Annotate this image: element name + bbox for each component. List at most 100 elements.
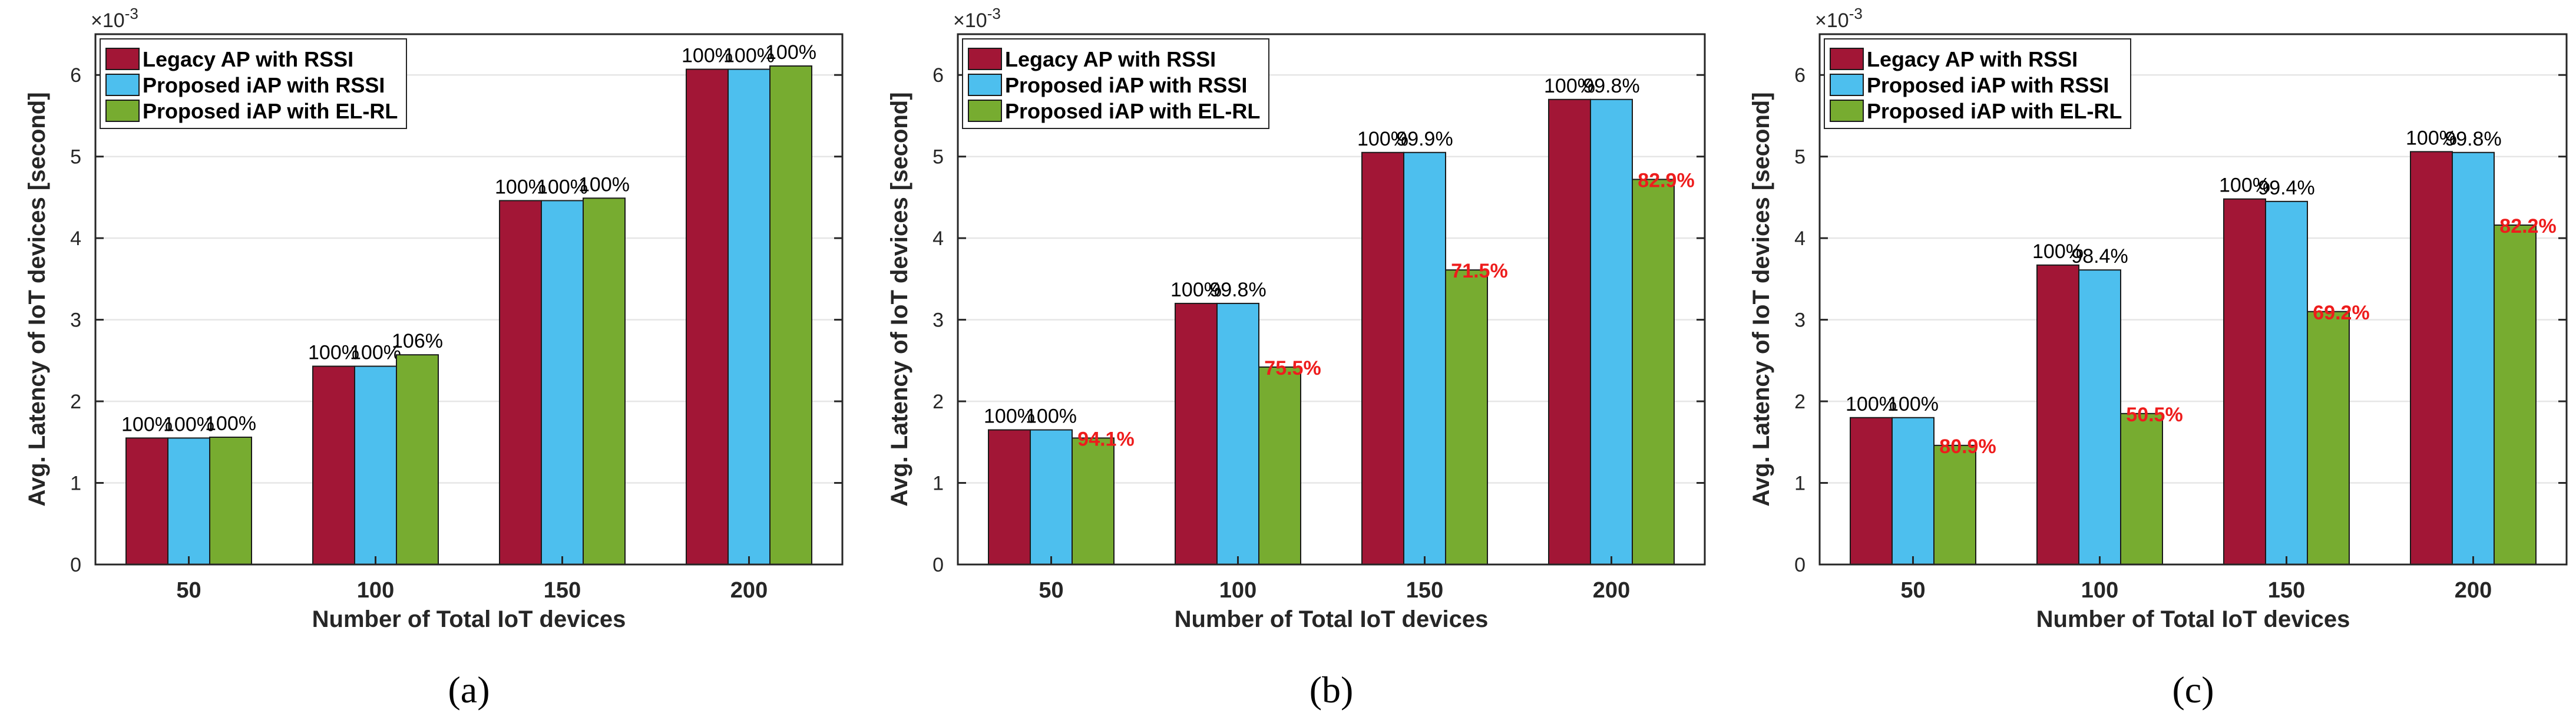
legend-box: [100, 38, 407, 129]
y-axis-title: Avg. Latency of IoT devices [second]: [1748, 92, 1774, 506]
data-label: 99.9%: [1396, 128, 1453, 150]
bar-legacy: [312, 365, 355, 565]
y-tick-label: 5: [932, 146, 944, 169]
data-label: 82.9%: [1638, 169, 1694, 192]
bar-proposed-elrl: [1632, 179, 1675, 565]
bar-proposed-elrl: [1072, 437, 1115, 566]
axes-frame: [1818, 33, 2568, 566]
y-tick-label: 5: [70, 146, 81, 169]
y-tick-label: 2: [932, 391, 944, 413]
chart-panel-2: 0123456×10-3100%100%94.1%50100%99.8%75.5…: [887, 5, 1706, 711]
y-axis-title: Avg. Latency of IoT devices [second]: [24, 92, 50, 506]
panel-caption: (b): [1310, 669, 1354, 711]
bar-proposed-rssi: [1590, 98, 1633, 565]
bar-legacy: [2223, 198, 2266, 565]
data-label: 100%: [1357, 128, 1408, 150]
data-label: 100%: [1170, 279, 1222, 301]
x-tick-label: 100: [1219, 578, 1256, 603]
legend-swatch: [968, 74, 1002, 96]
data-label: 100%: [723, 45, 775, 67]
data-label: 99.8%: [2445, 128, 2501, 150]
bar-proposed-elrl: [769, 65, 812, 565]
y-tick-label: 0: [932, 554, 944, 576]
data-label: 100%: [1887, 393, 1939, 415]
data-label: 80.9%: [1939, 435, 1996, 458]
x-tick-label: 50: [176, 578, 201, 603]
bar-legacy: [125, 437, 168, 566]
legend-box: [962, 38, 1269, 129]
bar-proposed-rssi: [1030, 429, 1073, 565]
bar-proposed-elrl: [1258, 366, 1301, 566]
data-label: 99.8%: [1583, 75, 1639, 97]
data-label: 100%: [2406, 127, 2457, 149]
y-tick-label: 3: [1794, 309, 1805, 332]
y-tick-label: 1: [70, 473, 81, 495]
x-tick-label: 150: [2268, 578, 2305, 603]
legend-swatch: [1830, 48, 1864, 70]
y-tick-label: 6: [70, 64, 81, 87]
legend-label: Proposed iAP with EL-RL: [1005, 99, 1260, 123]
bar-legacy: [686, 68, 729, 566]
data-label: 100%: [1544, 75, 1595, 97]
bar-proposed-rssi: [2452, 151, 2495, 565]
x-tick-label: 150: [544, 578, 581, 603]
bar-proposed-elrl: [583, 197, 626, 565]
data-label: 75.5%: [1264, 357, 1321, 379]
legend-swatch: [1830, 74, 1864, 96]
x-tick-label: 100: [2081, 578, 2118, 603]
y-tick-label: 4: [1794, 227, 1805, 250]
bar-legacy: [2410, 151, 2453, 565]
bar-proposed-rssi: [167, 437, 210, 566]
x-tick-label: 150: [1406, 578, 1443, 603]
x-axis-title: Number of Total IoT devices: [1175, 606, 1489, 632]
bar-proposed-elrl: [396, 354, 439, 566]
bar-legacy: [1548, 98, 1591, 565]
bar-proposed-elrl: [1933, 444, 1976, 565]
x-tick-label: 200: [2455, 578, 2492, 603]
bar-proposed-elrl: [209, 437, 252, 565]
y-tick-label: 6: [1794, 64, 1805, 87]
x-tick-label: 200: [1593, 578, 1630, 603]
data-label: 100%: [1846, 393, 1897, 415]
y-tick-label: 1: [932, 473, 944, 495]
legend-label: Proposed iAP with EL-RL: [143, 99, 398, 123]
data-label: 100%: [984, 405, 1035, 428]
y-tick-label: 0: [70, 554, 81, 576]
bar-proposed-rssi: [728, 68, 771, 566]
bar-proposed-rssi: [541, 200, 584, 565]
data-label: 100%: [537, 176, 588, 198]
data-label: 100%: [578, 173, 630, 196]
y-tick-label: 1: [1794, 473, 1805, 495]
y-exponent-label: ×10-3: [953, 5, 1001, 32]
y-tick-label: 2: [1794, 391, 1805, 413]
axes-frame: [957, 33, 1706, 566]
legend-label: Proposed iAP with RSSI: [1867, 73, 2109, 97]
legend-label: Proposed iAP with EL-RL: [1867, 99, 2122, 123]
y-tick-label: 4: [70, 227, 81, 250]
x-axis-title: Number of Total IoT devices: [2036, 606, 2350, 632]
legend-label: Proposed iAP with RSSI: [1005, 73, 1247, 97]
bar-legacy: [1850, 417, 1893, 565]
bar-legacy: [1361, 151, 1404, 565]
legend-swatch: [105, 100, 140, 122]
bar-proposed-rssi: [2265, 200, 2308, 566]
y-tick-label: 3: [932, 309, 944, 332]
legend-label: Proposed iAP with RSSI: [143, 73, 385, 97]
legend-label: Legacy AP with RSSI: [1867, 47, 2078, 71]
bar-proposed-elrl: [2120, 412, 2163, 565]
bar-proposed-rssi: [1892, 417, 1935, 565]
data-label: 100%: [2219, 174, 2270, 197]
x-axis-title: Number of Total IoT devices: [312, 606, 626, 632]
data-label: 100%: [308, 342, 359, 364]
bar-proposed-rssi: [1216, 302, 1259, 566]
legend-swatch: [105, 74, 140, 96]
x-tick-label: 100: [357, 578, 394, 603]
panel-caption: (c): [2172, 669, 2214, 711]
legend-swatch: [105, 48, 140, 70]
legend-swatch: [968, 48, 1002, 70]
x-tick-label: 50: [1039, 578, 1063, 603]
y-exponent-label: ×10-3: [1815, 5, 1863, 32]
data-label: 99.8%: [1209, 279, 1266, 301]
